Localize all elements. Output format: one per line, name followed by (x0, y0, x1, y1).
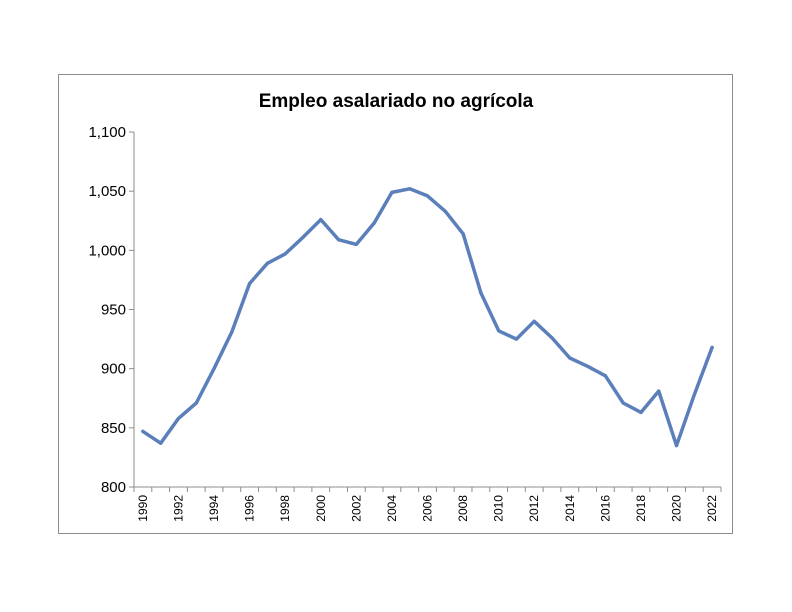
data-point (248, 281, 252, 286)
data-point (497, 329, 501, 333)
data-point (585, 364, 590, 368)
series-layer (141, 187, 714, 448)
chart-frame: Empleo asalariado no agrícola 800 850 900 9… (58, 74, 733, 534)
data-point (425, 194, 430, 198)
x-tick-label: 2004 (385, 495, 399, 522)
data-point (621, 401, 625, 405)
y-tick-label: 1,050 (88, 183, 126, 200)
x-tick-label: 2016 (598, 495, 612, 522)
data-point (319, 217, 323, 222)
data-point (568, 356, 572, 360)
data-point (212, 367, 216, 371)
x-tick-label: 2020 (670, 495, 684, 522)
line-chart: Empleo asalariado no agrícola 800 850 900 9… (88, 91, 722, 522)
y-tick-label: 800 (101, 479, 126, 496)
y-tick-label: 900 (101, 361, 126, 378)
x-tick-label: 2018 (634, 495, 648, 522)
x-tick-label: 2006 (421, 495, 435, 522)
x-tick-label: 2010 (492, 495, 506, 522)
data-point (514, 337, 519, 341)
y-tick-label: 950 (101, 302, 126, 319)
x-tick-label: 2002 (349, 495, 363, 522)
data-point (461, 232, 465, 236)
data-point (141, 429, 145, 433)
chart-title: Empleo asalariado no agrícola (259, 91, 534, 112)
x-tick-label: 2008 (456, 495, 470, 522)
data-point (692, 393, 696, 397)
y-tick-label: 850 (101, 420, 126, 437)
x-tick-label: 1998 (278, 495, 292, 522)
data-point (674, 443, 679, 448)
data-point (657, 389, 661, 393)
data-point (354, 242, 358, 247)
x-tick-label: 1990 (136, 495, 150, 522)
data-point (176, 416, 181, 420)
data-point (336, 238, 341, 242)
data-point (283, 252, 287, 256)
data-point (194, 401, 198, 405)
data-point (603, 374, 607, 378)
x-tick-label: 1994 (207, 495, 221, 522)
data-point (443, 209, 447, 213)
data-point (710, 345, 714, 349)
data-point (230, 330, 234, 334)
data-point (372, 221, 376, 225)
data-point (639, 410, 643, 415)
y-tick-label: 1,100 (88, 124, 126, 141)
series-line (141, 187, 714, 448)
data-point (408, 187, 412, 191)
data-point (301, 235, 305, 239)
x-tick-label: 1992 (171, 495, 185, 522)
data-point (550, 336, 554, 340)
data-point (265, 261, 270, 265)
data-point (532, 319, 536, 323)
x-tick-label: 2022 (705, 495, 719, 522)
y-tick-label: 1,000 (88, 242, 126, 259)
axes: 800 850 900 950 1,000 1,050 1,100 1990 1992 1994 1… (88, 124, 722, 522)
x-tick-label: 1996 (243, 495, 257, 522)
data-point (390, 190, 394, 194)
data-point (479, 291, 483, 295)
x-tick-label: 2012 (527, 495, 541, 522)
x-tick-label: 2014 (563, 495, 577, 522)
x-tick-label: 2000 (314, 495, 328, 522)
data-point (159, 441, 163, 445)
